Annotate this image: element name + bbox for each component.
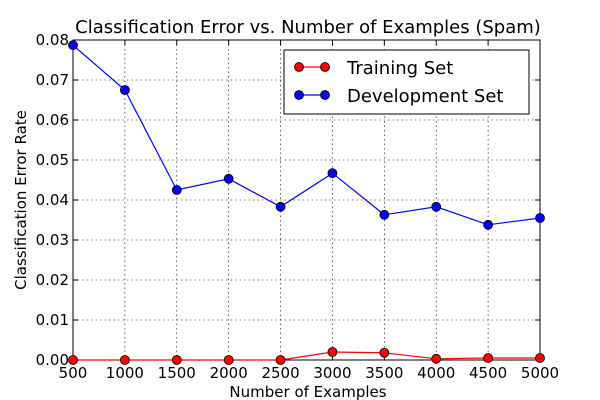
data-point-development-set (223, 173, 234, 184)
legend-label-training-set: Training Set (346, 58, 453, 79)
series-line-development-set (72, 44, 541, 226)
legend-marker-training-set (294, 62, 304, 72)
data-point-development-set (431, 201, 442, 212)
series-layer (68, 40, 545, 365)
x-tick-labels: 500 1000 1500 2000 2500 3000 3500 4000 4500 5000 (59, 364, 559, 382)
y-tick-label: 0.07 (36, 71, 69, 89)
data-point-training-set (119, 355, 130, 365)
legend-marker-development-set (294, 90, 304, 100)
x-tick-label: 2000 (210, 364, 248, 382)
x-tick-label: 4000 (417, 364, 455, 382)
data-point-development-set (327, 168, 338, 179)
y-tick-label: 0.03 (36, 231, 69, 249)
data-point-development-set (379, 209, 390, 220)
data-point-development-set (483, 219, 494, 230)
data-point-training-set (275, 355, 286, 365)
x-tick-label: 3000 (313, 364, 351, 382)
x-tick-label: 2500 (261, 364, 299, 382)
data-point-development-set (275, 201, 286, 212)
y-tick-label: 0.00 (36, 351, 69, 369)
y-tick-label: 0.08 (36, 31, 69, 49)
data-point-training-set (379, 347, 390, 358)
legend-marker-development-set (320, 90, 330, 100)
legend-label-development-set: Development Set (347, 86, 503, 107)
y-tick-label: 0.06 (36, 111, 69, 129)
data-point-development-set (119, 85, 130, 95)
data-point-training-set (483, 353, 494, 363)
y-axis-title: Classification Error Rate (12, 110, 30, 290)
y-tick-label: 0.02 (36, 271, 69, 289)
data-point-training-set (431, 353, 442, 364)
x-tick-label: 3500 (365, 364, 403, 382)
y-tick-label: 0.05 (36, 151, 69, 169)
series-line-training-set (73, 351, 540, 361)
x-tick-label: 5000 (521, 364, 559, 382)
data-point-training-set (327, 347, 338, 357)
x-axis-title: Number of Examples (229, 383, 386, 400)
data-point-development-set (535, 213, 545, 223)
chart-title: Classification Error vs. Number of Examp… (75, 17, 541, 38)
data-point-development-set (68, 40, 78, 51)
data-point-training-set (535, 353, 545, 363)
data-point-training-set (171, 355, 182, 365)
x-tick-label: 1500 (158, 364, 196, 382)
data-point-training-set (68, 355, 78, 365)
x-tick-label: 500 (59, 364, 88, 382)
data-point-development-set (171, 185, 182, 195)
y-tick-labels: 0.00 0.01 0.02 0.03 0.04 0.05 0.06 0.07 0.08 (36, 31, 69, 369)
legend-marker-training-set (320, 62, 330, 72)
x-tick-label: 4500 (469, 364, 507, 382)
y-tick-label: 0.01 (36, 311, 69, 329)
data-point-training-set (223, 355, 234, 365)
legend: Training Set Development Set (283, 49, 530, 115)
grid (73, 40, 540, 360)
x-tick-label: 1000 (106, 364, 144, 382)
y-tick-label: 0.04 (36, 191, 69, 209)
legend-box (283, 49, 530, 115)
